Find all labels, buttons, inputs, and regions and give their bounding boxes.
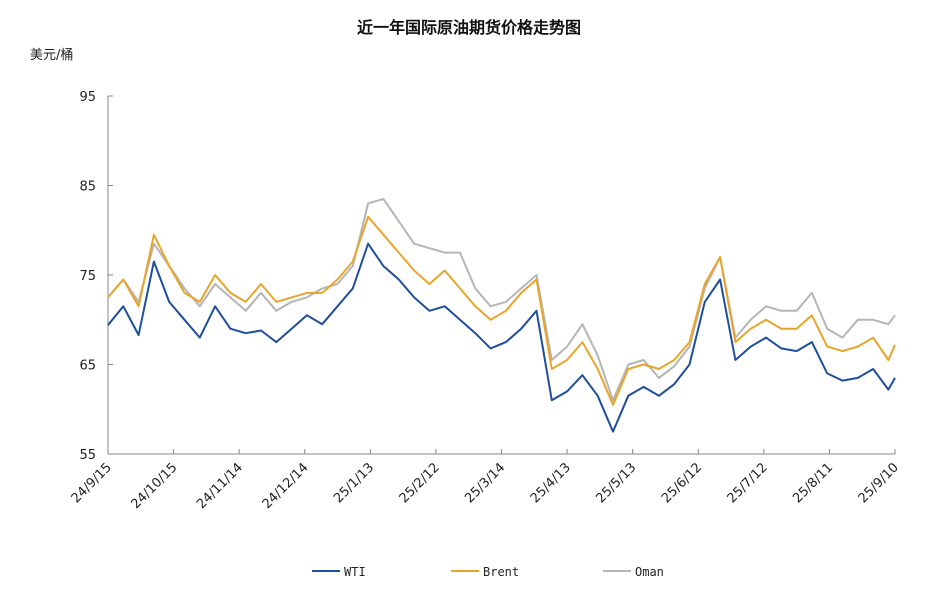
x-tick-label: 25/9/10 bbox=[856, 460, 902, 506]
legend-label-oman: Oman bbox=[635, 565, 664, 579]
chart-title: 近一年国际原油期货价格走势图 bbox=[356, 18, 581, 37]
y-tick-label: 65 bbox=[79, 359, 96, 374]
y-tick-label: 75 bbox=[79, 269, 96, 284]
x-tick-label: 25/1/13 bbox=[331, 460, 377, 506]
legend-label-wti: WTI bbox=[344, 565, 366, 579]
y-tick-label: 55 bbox=[79, 448, 96, 463]
x-tick-label: 25/8/11 bbox=[790, 460, 836, 506]
x-tick-label: 24/10/15 bbox=[129, 460, 181, 512]
series-line-brent bbox=[107, 215, 896, 406]
x-tick-label: 24/12/14 bbox=[260, 460, 312, 512]
x-tick-label: 25/6/12 bbox=[659, 460, 705, 506]
y-tick-label: 85 bbox=[79, 180, 96, 195]
x-tick-label: 24/9/15 bbox=[69, 460, 115, 506]
series-line-oman bbox=[107, 197, 896, 402]
x-tick-label: 25/2/12 bbox=[397, 460, 443, 506]
y-tick-label: 95 bbox=[79, 90, 96, 105]
y-axis-label: 美元/桶 bbox=[30, 48, 74, 63]
x-tick-label: 25/5/13 bbox=[593, 460, 639, 506]
x-tick-label: 25/4/13 bbox=[528, 460, 574, 506]
legend-label-brent: Brent bbox=[483, 565, 519, 579]
x-tick-label: 25/3/14 bbox=[462, 460, 508, 506]
x-tick-label: 24/11/14 bbox=[194, 460, 246, 512]
x-tick-label: 25/7/12 bbox=[725, 460, 771, 506]
series-line-wti bbox=[107, 242, 896, 433]
